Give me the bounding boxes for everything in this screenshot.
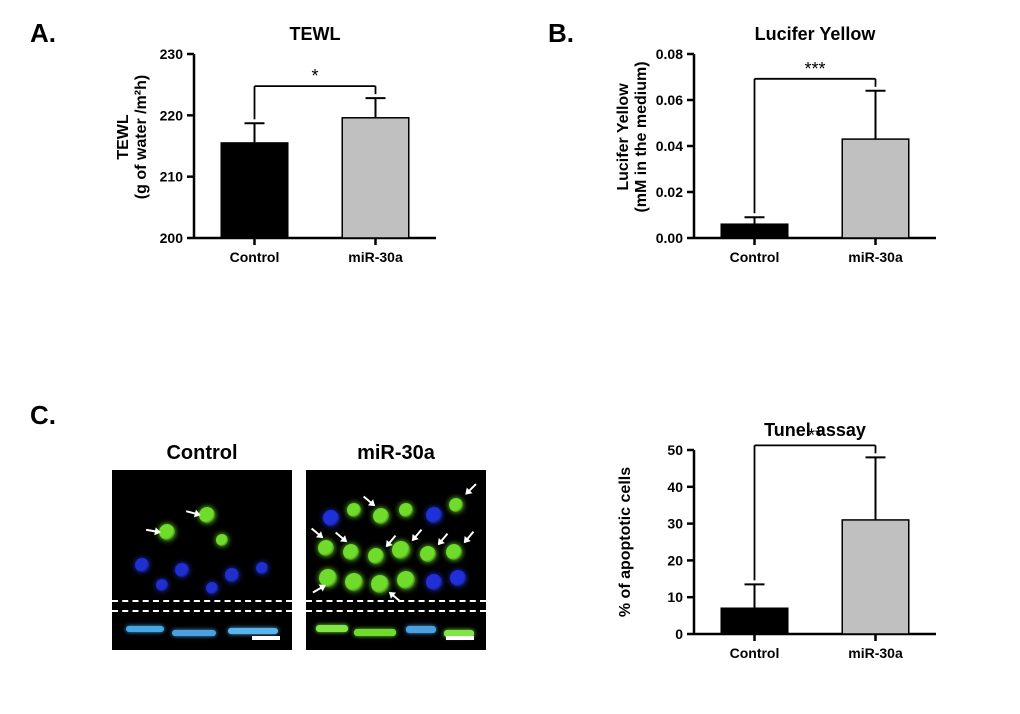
chart-tunel: Tunel assay01020304050% of apoptotic cel… [608,420,948,680]
micrograph-mir30a-label: miR-30a [306,442,486,465]
svg-text:220: 220 [160,107,184,123]
svg-text:30: 30 [667,516,683,532]
micrograph-control: Control [112,470,292,650]
micrograph-control-label: Control [112,442,292,465]
svg-text:0.00: 0.00 [656,230,683,246]
panel-label-B: B. [548,18,574,49]
svg-text:***: *** [804,59,825,79]
svg-text:Control: Control [230,249,280,265]
svg-text:TEWL: TEWL [290,24,341,44]
svg-text:230: 230 [160,46,184,62]
svg-text:0.08: 0.08 [656,46,683,62]
svg-text:0.02: 0.02 [656,184,683,200]
svg-text:(mM in the medium): (mM in the medium) [633,61,650,212]
svg-text:Control: Control [730,645,780,661]
svg-text:(g of water /m²h): (g of water /m²h) [133,75,150,199]
micrograph-mir30a: miR-30a [306,470,486,650]
svg-text:miR-30a: miR-30a [848,645,903,661]
svg-text:Lucifer Yellow: Lucifer Yellow [755,24,877,44]
svg-text:TEWL: TEWL [115,114,132,160]
svg-text:0.06: 0.06 [656,92,683,108]
svg-text:10: 10 [667,589,683,605]
svg-text:miR-30a: miR-30a [848,249,903,265]
panel-label-A: A. [30,18,56,49]
panel-label-C: C. [30,400,56,431]
svg-text:Lucifer Yellow: Lucifer Yellow [615,83,632,191]
svg-text:*: * [311,66,318,86]
svg-text:**: ** [808,425,822,445]
svg-text:40: 40 [667,479,683,495]
svg-text:Control: Control [730,249,780,265]
chart-tewl: TEWL200210220230TEWL(g of water /m²h)Con… [108,24,448,284]
svg-text:miR-30a: miR-30a [348,249,403,265]
chart-lucifer-yellow: Lucifer Yellow 0.00 0.02 0.04 0.06 0.08 Lucife… [608,24,948,284]
svg-text:0.04: 0.04 [656,138,683,154]
svg-text:20: 20 [667,552,683,568]
svg-text:200: 200 [160,230,184,246]
svg-text:50: 50 [667,442,683,458]
svg-text:% of apoptotic cells: % of apoptotic cells [617,467,634,617]
svg-text:0: 0 [675,626,683,642]
svg-text:210: 210 [160,169,184,185]
